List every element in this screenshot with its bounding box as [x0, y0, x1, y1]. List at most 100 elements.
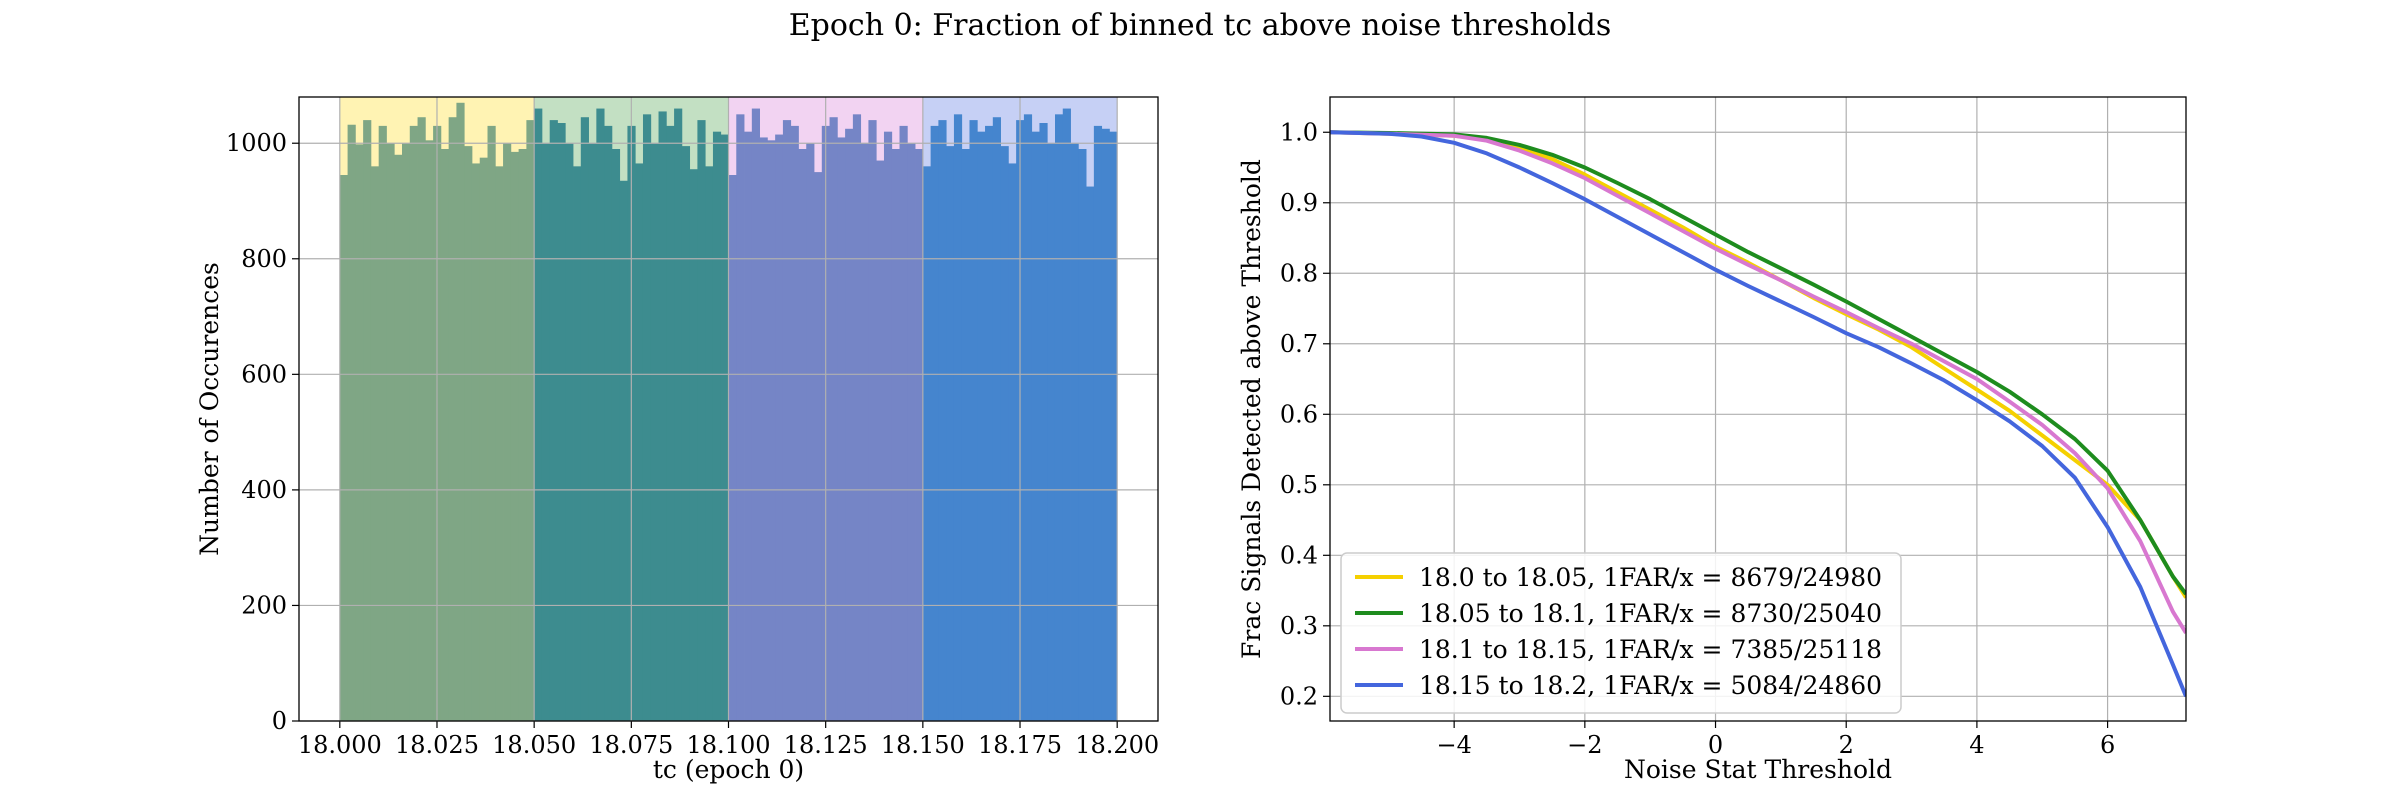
histogram-bar [1093, 125, 1103, 721]
y-axis-label: Frac Signals Detected above Threshold [1237, 159, 1266, 659]
histogram-bar [852, 114, 862, 722]
histogram-bar [549, 120, 558, 722]
y-tick-label: 0.9 [1280, 189, 1318, 217]
histogram-bar [829, 117, 838, 721]
histogram-bar [751, 108, 760, 722]
histogram-bar [425, 140, 434, 722]
histogram-bar [666, 125, 675, 721]
histogram-bar [1109, 131, 1118, 721]
series-line-3 [1330, 130, 2186, 698]
histogram-bar [1054, 114, 1064, 722]
legend-label-2: 18.1 to 18.15, 1FAR/x = 7385/25118 [1419, 635, 1882, 664]
histogram-bar [479, 157, 488, 721]
x-tick-label: 4 [1969, 731, 1984, 759]
histogram-bar [946, 146, 955, 722]
y-tick-label: 400 [241, 476, 287, 504]
y-tick-label: 0.5 [1280, 471, 1318, 499]
series-line-0 [1330, 130, 2186, 599]
histogram-bar [596, 108, 605, 722]
histogram-bar [790, 125, 799, 721]
y-tick-label: 600 [241, 360, 287, 388]
histogram-bar [759, 137, 768, 721]
plot-frame [1329, 96, 2187, 722]
histogram-bar [775, 134, 784, 722]
series-line-2 [1330, 130, 2186, 634]
y-tick-label: 0.6 [1280, 400, 1318, 428]
legend-label-1: 18.05 to 18.1, 1FAR/x = 8730/25040 [1419, 599, 1882, 628]
histogram-bar [938, 120, 947, 722]
histogram-bar [464, 146, 473, 722]
x-tick-label: 6 [2100, 731, 2115, 759]
histogram-bar [456, 102, 465, 722]
x-tick-label: −2 [1567, 731, 1602, 759]
histogram-bar [471, 163, 481, 721]
y-tick-label: 200 [241, 591, 287, 619]
histogram-bar [650, 143, 659, 721]
histogram-bar [744, 131, 753, 721]
histogram-bar [705, 166, 714, 722]
histogram-bar [1047, 143, 1056, 721]
x-tick-label: 18.100 [687, 731, 771, 759]
histogram-bar [961, 149, 970, 721]
histogram-bar [915, 149, 924, 721]
histogram-bar [402, 143, 411, 721]
y-tick-label: 1000 [226, 129, 287, 157]
histogram-bar [814, 172, 823, 722]
histogram-bar [720, 134, 729, 722]
histogram-bar [985, 125, 994, 721]
plot-frame [298, 96, 1159, 722]
x-tick-label: 0 [1708, 731, 1723, 759]
histogram-bar [883, 131, 893, 721]
histogram-bar [580, 117, 589, 721]
histogram-bar [674, 108, 683, 722]
x-tick-label: 18.075 [589, 731, 673, 759]
x-axis-label: Noise Stat Threshold [1624, 755, 1892, 784]
y-tick-label: 0.3 [1280, 612, 1318, 640]
histogram-bar [1039, 123, 1048, 721]
histogram-bar [487, 125, 496, 721]
histogram-bar [619, 180, 628, 721]
histogram-bar [907, 143, 916, 721]
histogram-bar [930, 125, 939, 721]
y-tick-label: 800 [241, 245, 287, 273]
x-tick-label: 18.025 [395, 731, 479, 759]
histogram-bar [969, 120, 978, 722]
figure-title: Epoch 0: Fraction of binned tc above noi… [788, 8, 1612, 43]
histogram-bar [1008, 163, 1017, 721]
histogram-bar [355, 144, 364, 721]
histogram-bar [347, 124, 356, 721]
histogram-bar [635, 163, 644, 721]
histogram-bar [782, 120, 792, 722]
y-tick-label: 0.8 [1280, 259, 1318, 287]
histogram-bar [370, 166, 380, 722]
histogram-bar [588, 143, 597, 721]
histogram-bar [573, 166, 582, 722]
histogram-bar [642, 114, 652, 722]
histogram-bar [510, 151, 520, 721]
histogram-bar [658, 111, 667, 721]
histogram-bar [440, 149, 450, 721]
legend-label-3: 18.15 to 18.2, 1FAR/x = 5084/24860 [1419, 671, 1882, 700]
histogram-bar [611, 149, 621, 721]
histogram-bar [1086, 186, 1095, 722]
histogram-bar [526, 120, 535, 722]
histogram-bar [899, 125, 908, 721]
histogram-bar [845, 128, 854, 721]
histogram-bar [977, 131, 986, 721]
x-tick-label: 18.000 [298, 731, 382, 759]
y-tick-label: 0 [272, 707, 287, 735]
y-tick-label: 0.4 [1280, 541, 1318, 569]
x-tick-label: 18.175 [978, 731, 1062, 759]
legend-box [1340, 552, 1902, 714]
histogram-bar [697, 120, 706, 722]
histogram-bar [860, 143, 869, 721]
histogram-bar [565, 143, 574, 721]
histogram-bar [339, 175, 348, 721]
histogram-bar [448, 117, 457, 721]
histogram-bar [922, 166, 932, 722]
y-axis-label: Number of Occurences [195, 262, 224, 556]
x-tick-label: −4 [1436, 731, 1471, 759]
series-line-1 [1330, 130, 2186, 596]
y-tick-label: 1.0 [1280, 118, 1318, 146]
